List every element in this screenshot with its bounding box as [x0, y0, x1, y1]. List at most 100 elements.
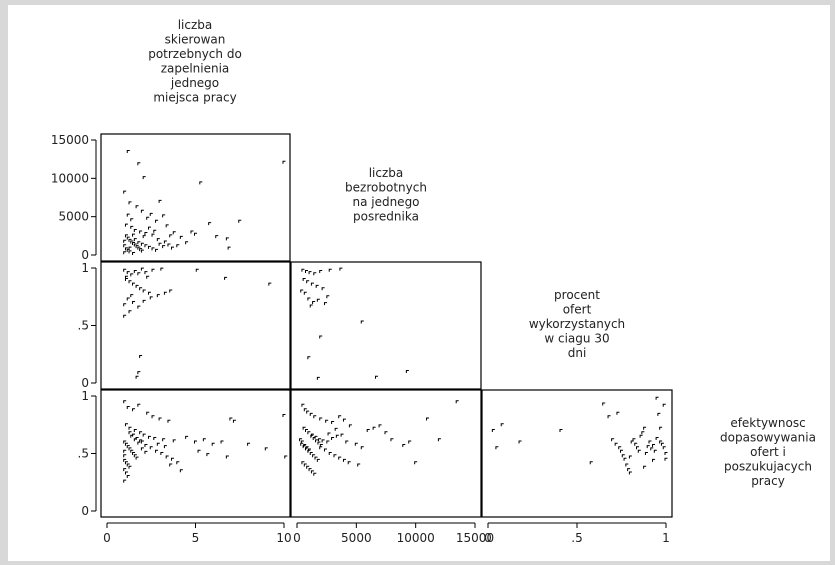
scatter-point	[302, 278, 306, 281]
scatter-point	[194, 440, 197, 444]
panel-frame	[481, 389, 673, 518]
scatter-point	[123, 303, 127, 307]
scatter-point	[310, 434, 314, 438]
scatter-point	[151, 415, 155, 419]
scatter-point	[133, 238, 137, 242]
scatter-point	[124, 223, 128, 227]
scatter-point	[305, 446, 309, 450]
scatter-point	[123, 449, 127, 453]
scatter-point	[158, 242, 162, 246]
scatter-point	[247, 442, 251, 446]
scatter-point	[342, 418, 346, 422]
scatter-point	[139, 431, 143, 435]
y-tick-label: 0	[81, 376, 89, 390]
scatter-point	[312, 437, 316, 441]
scatter-point	[123, 468, 127, 472]
scatter-point	[140, 249, 144, 253]
scatter-point	[644, 452, 648, 455]
scatter-point	[282, 414, 286, 418]
panel-frame	[100, 261, 291, 390]
scatter-point	[342, 458, 346, 462]
scatter-point	[360, 320, 364, 324]
scatter-point	[308, 468, 312, 472]
scatter-point	[128, 246, 132, 250]
scatter-point	[195, 268, 199, 272]
scatter-point	[405, 370, 409, 373]
scatter-point	[616, 411, 620, 415]
variable-label-v2: na jednego	[352, 195, 419, 209]
scatter-point	[229, 417, 233, 421]
scatter-point	[146, 411, 150, 415]
scatter-point	[202, 438, 206, 442]
scatter-point	[132, 282, 136, 286]
variable-label-v3: procent	[554, 288, 600, 302]
scatter-point	[165, 224, 169, 228]
variable-label-v1: liczba	[178, 18, 213, 32]
scatter-point	[659, 426, 663, 430]
scatter-point	[313, 472, 317, 476]
scatter-point	[303, 443, 307, 447]
scatter-point	[130, 273, 134, 277]
scatter-point	[300, 289, 304, 293]
scatter-point	[179, 469, 183, 473]
scatter-point	[147, 226, 151, 230]
scatter-point	[333, 454, 337, 458]
variable-label-v1: zapelnienia	[161, 62, 230, 76]
scatter-point	[299, 438, 303, 442]
scatter-point	[167, 419, 171, 423]
scatter-point	[300, 440, 304, 444]
scatter-point	[319, 446, 323, 450]
scatter-point	[307, 297, 311, 301]
scatter-point	[133, 454, 137, 458]
scatter-point	[124, 278, 128, 281]
scatter-point	[147, 245, 151, 249]
scatter-point	[659, 440, 663, 444]
scatter-point	[310, 433, 314, 437]
scatter-point	[163, 445, 167, 449]
scatter-point	[124, 423, 128, 427]
scatter-point	[165, 455, 169, 459]
scatter-point	[306, 280, 310, 284]
scatter-point	[160, 267, 164, 271]
scatter-point	[123, 479, 127, 483]
scatter-point	[340, 433, 344, 437]
scatter-point	[126, 248, 130, 252]
scatter-point	[303, 408, 307, 412]
scatter-point	[623, 457, 627, 461]
scatter-point	[155, 219, 159, 223]
scatter-point	[128, 280, 132, 284]
panel-frame	[290, 261, 482, 390]
scatter-point	[126, 463, 130, 467]
scatter-point	[628, 455, 632, 459]
y-tick-label: .5	[78, 447, 89, 461]
x-tick-label: 10	[276, 531, 291, 545]
x-tick-label: 0	[293, 531, 301, 545]
scatter-point	[142, 235, 146, 239]
scatter-point	[628, 471, 632, 475]
scatter-point	[301, 403, 305, 407]
scatter-point	[124, 247, 128, 251]
scatter-point	[158, 417, 162, 421]
variable-label-v2: liczba	[369, 166, 404, 180]
scatter-point	[319, 269, 323, 273]
panel-frame	[100, 389, 291, 518]
variable-label-v1: skierowan	[165, 33, 226, 47]
y-tick-label: .5	[78, 319, 89, 333]
scatter-point	[172, 439, 176, 443]
scatter-point	[224, 276, 228, 280]
scatter-point	[641, 431, 645, 435]
scatter-point	[348, 424, 352, 428]
scatter-point	[372, 426, 376, 430]
scatter-point	[307, 448, 311, 452]
scatter-point	[632, 438, 636, 442]
scatter-point	[331, 437, 335, 441]
scatter-point	[124, 442, 128, 446]
scatter-point	[140, 209, 144, 213]
scatter-point	[124, 461, 128, 465]
variable-label-v1: miejsca pracy	[153, 91, 236, 105]
scatter-point	[163, 240, 167, 244]
scatter-point	[315, 439, 319, 443]
scatter-point	[176, 461, 180, 465]
scatter-point	[128, 310, 132, 314]
